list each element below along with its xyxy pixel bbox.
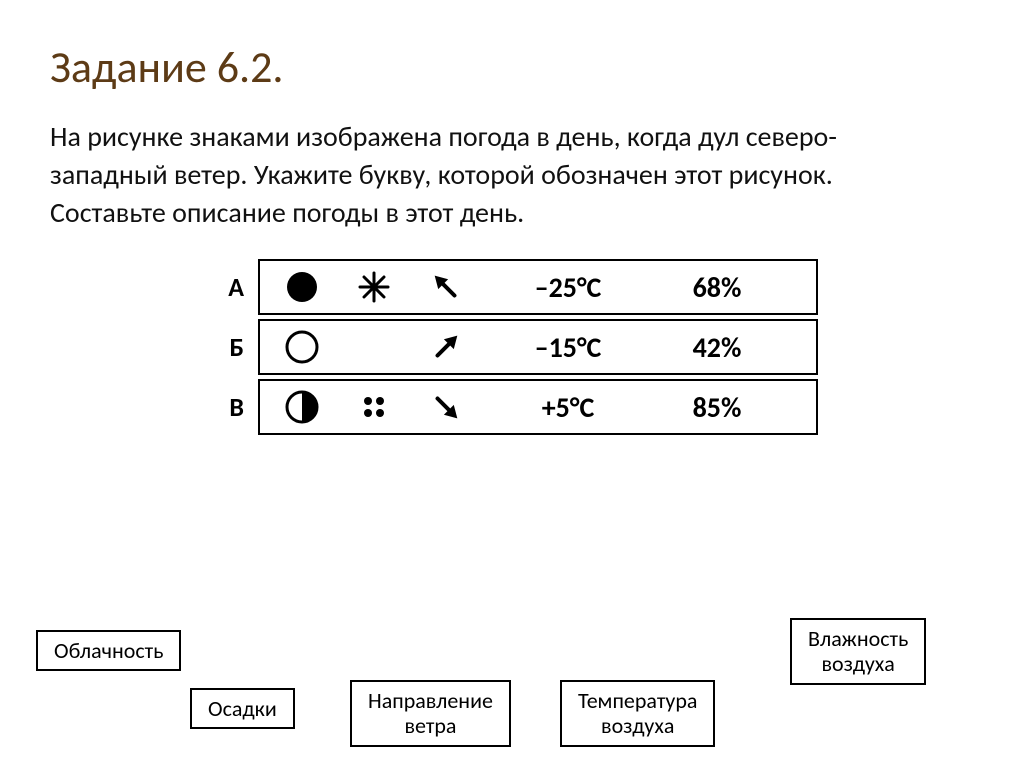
temperature-value: –15°С bbox=[488, 330, 648, 365]
task-text: На рисунке знаками изображена погода в д… bbox=[50, 118, 974, 231]
humidity-value: 85% bbox=[660, 390, 804, 425]
table-row: В +5°С 85% bbox=[210, 379, 850, 435]
weather-box: –15°С 42% bbox=[258, 319, 818, 375]
cloud-icon bbox=[272, 389, 332, 425]
callout-precip: Осадки bbox=[190, 688, 295, 729]
temperature-value: –25°С bbox=[488, 270, 648, 305]
weather-box: +5°С 85% bbox=[258, 379, 818, 435]
cloud-icon bbox=[272, 329, 332, 365]
page-title: Задание 6.2. bbox=[50, 40, 974, 94]
precip-icon bbox=[344, 389, 404, 425]
temperature-value: +5°С bbox=[488, 390, 648, 425]
wind-arrow-icon bbox=[416, 267, 476, 307]
callout-humidity: Влажностьвоздуха bbox=[790, 618, 926, 685]
wind-arrow-icon bbox=[416, 327, 476, 367]
table-row: А –25°С 68% bbox=[210, 259, 850, 315]
humidity-value: 42% bbox=[660, 330, 804, 365]
precip-icon bbox=[344, 269, 404, 305]
weather-table: А –25°С 68% Б –15°С 42% В +5°С 85% bbox=[210, 259, 850, 435]
callout-wind: Направлениеветра bbox=[350, 680, 511, 747]
callout-temp: Температуравоздуха bbox=[560, 680, 715, 747]
row-label: А bbox=[210, 271, 244, 303]
callout-cloud: Облачность bbox=[36, 630, 181, 671]
humidity-value: 68% bbox=[660, 270, 804, 305]
wind-arrow-icon bbox=[416, 387, 476, 427]
row-label: В bbox=[210, 391, 244, 423]
table-row: Б –15°С 42% bbox=[210, 319, 850, 375]
weather-box: –25°С 68% bbox=[258, 259, 818, 315]
cloud-icon bbox=[272, 269, 332, 305]
row-label: Б bbox=[210, 331, 244, 363]
